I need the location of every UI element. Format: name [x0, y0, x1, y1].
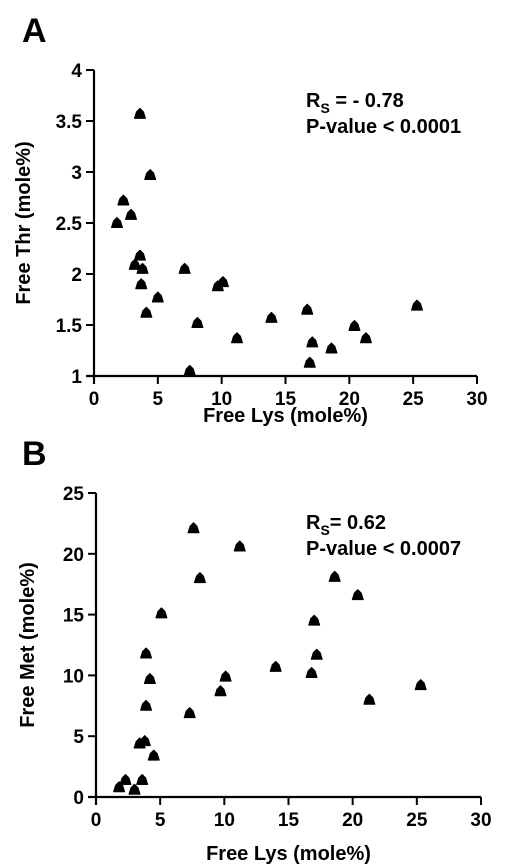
data-point [193, 572, 206, 584]
data-point [351, 589, 364, 601]
x-axis-label: Free Lys (mole%) [206, 843, 371, 865]
y-axis-label: Free Met (mole%) [17, 562, 39, 728]
p-value-label: P-value < 0.0007 [306, 538, 461, 560]
data-point [117, 194, 130, 206]
x-tick-label: 25 [403, 389, 425, 410]
panel-letter: B [22, 435, 47, 473]
panel-letter: A [22, 12, 47, 50]
data-point [219, 670, 232, 682]
data-point [308, 614, 321, 626]
data-point [143, 673, 156, 685]
data-point [301, 303, 314, 315]
data-point [125, 208, 138, 220]
data-point [269, 660, 282, 672]
correlation-label: RS= 0.62 [306, 512, 386, 538]
x-axis-label: Free Lys (mole%) [203, 405, 368, 427]
y-tick-label: 2.5 [56, 214, 83, 235]
data-point [310, 648, 323, 660]
data-point [359, 332, 372, 344]
chart-panel-b: B 0 5 10 15 20 25 0 5 10 15 20 25 30 Free Lys (mole%) F… [17, 435, 492, 865]
y-axis-label: Free Thr (mole%) [13, 141, 35, 304]
y-tick-label: 10 [63, 666, 84, 687]
data-point [325, 342, 338, 354]
y-tick-label: 5 [73, 727, 84, 748]
data-point [140, 306, 153, 318]
data-point [183, 707, 196, 719]
x-tick-label: 30 [466, 389, 487, 410]
rs-subscript: S [320, 100, 329, 116]
data-point [144, 169, 157, 181]
data-point [214, 685, 227, 697]
data-point [128, 783, 141, 795]
data-point [178, 262, 191, 274]
x-tick-label: 10 [214, 810, 235, 831]
x-tick-label: 20 [342, 810, 363, 831]
data-point [216, 276, 229, 288]
rs-prefix: R [306, 90, 321, 112]
data-point [183, 364, 196, 376]
data-point [303, 356, 316, 368]
data-point [191, 316, 204, 328]
data-point [233, 540, 246, 552]
data-point [135, 278, 148, 290]
rs-prefix: R [306, 512, 321, 534]
y-tick-label: 2 [71, 265, 82, 286]
data-point [230, 332, 243, 344]
data-point [328, 570, 341, 582]
x-tick-label: 15 [275, 389, 297, 410]
data-point [138, 735, 151, 747]
data-point [133, 107, 146, 119]
y-tick-label: 15 [63, 606, 85, 627]
x-tick-label: 0 [89, 389, 100, 410]
data-point [187, 522, 200, 534]
data-point [414, 679, 427, 691]
rs-value: = - 0.78 [330, 90, 404, 112]
data-point [410, 299, 423, 311]
data-point [136, 262, 149, 274]
x-tick-label: 20 [339, 389, 360, 410]
x-tick-label: 25 [406, 810, 428, 831]
data-point [110, 217, 123, 228]
rs-subscript: S [320, 522, 329, 538]
data-point [133, 249, 146, 261]
data-point [140, 647, 153, 659]
data-point [136, 773, 149, 785]
y-tick-label: 3.5 [56, 112, 83, 133]
data-point [363, 693, 376, 705]
x-tick-label: 5 [155, 810, 166, 831]
x-tick-label: 0 [91, 810, 102, 831]
y-tick-label: 0 [73, 788, 84, 809]
x-tick-label: 10 [211, 389, 232, 410]
data-point [305, 666, 318, 678]
y-tick-label: 4 [71, 61, 82, 82]
x-tick-label: 30 [470, 810, 491, 831]
rs-value: = 0.62 [330, 512, 386, 534]
data-point [265, 311, 278, 323]
y-tick-label: 25 [63, 484, 85, 505]
data-point [151, 291, 164, 303]
x-tick-label: 5 [153, 389, 164, 410]
x-tick-label: 15 [278, 810, 300, 831]
correlation-label: RS = - 0.78 [306, 90, 404, 116]
y-tick-label: 1 [71, 367, 82, 388]
data-point [306, 336, 319, 348]
data-point [119, 773, 132, 785]
p-value-label: P-value < 0.0001 [306, 116, 461, 138]
data-point [147, 749, 160, 761]
y-tick-label: 20 [63, 545, 84, 566]
data-point [155, 607, 168, 619]
y-tick-label: 1.5 [56, 316, 83, 337]
chart-panel-a: A 1 1.5 2 2.5 3 3.5 4 0 5 10 15 20 25 30 Free Lys (mole… [13, 12, 488, 427]
data-point [140, 699, 153, 711]
data-point [348, 320, 361, 332]
y-tick-label: 3 [71, 163, 82, 184]
